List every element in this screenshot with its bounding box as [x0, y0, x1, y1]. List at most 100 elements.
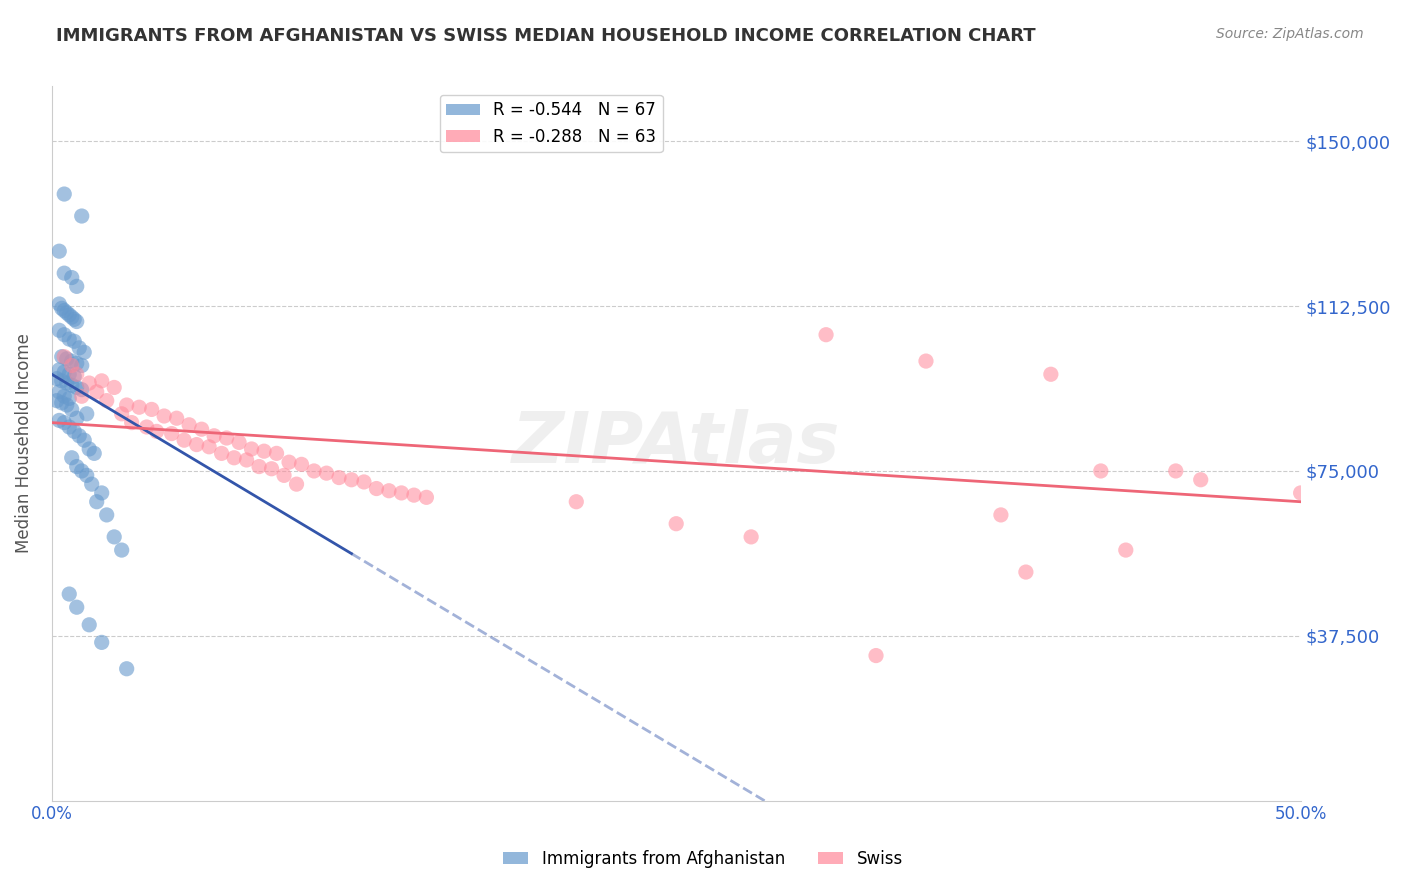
Point	[45, 372, 67, 386]
Point	[66, 368, 89, 382]
Point	[145, 425, 167, 439]
Point	[990, 508, 1012, 522]
Point	[45, 393, 67, 408]
Point	[48, 297, 70, 311]
Point	[266, 446, 288, 460]
Point	[173, 433, 195, 447]
Point	[415, 491, 437, 505]
Point	[391, 486, 413, 500]
Point	[315, 466, 337, 480]
Point	[340, 473, 363, 487]
Point	[48, 384, 70, 399]
Text: IMMIGRANTS FROM AFGHANISTAN VS SWISS MEDIAN HOUSEHOLD INCOME CORRELATION CHART: IMMIGRANTS FROM AFGHANISTAN VS SWISS MED…	[56, 27, 1036, 45]
Point	[58, 368, 80, 382]
Point	[186, 437, 208, 451]
Point	[111, 407, 134, 421]
Point	[66, 356, 89, 370]
Point	[141, 402, 163, 417]
Point	[96, 393, 118, 408]
Point	[58, 332, 80, 346]
Point	[665, 516, 688, 531]
Point	[53, 416, 76, 430]
Point	[67, 429, 90, 443]
Point	[179, 417, 201, 432]
Point	[76, 468, 98, 483]
Point	[211, 446, 233, 460]
Point	[90, 486, 112, 500]
Point	[63, 369, 86, 384]
Point	[48, 244, 70, 259]
Point	[103, 380, 125, 394]
Legend: R = -0.544   N = 67, R = -0.288   N = 63: R = -0.544 N = 67, R = -0.288 N = 63	[440, 95, 662, 153]
Point	[48, 363, 70, 377]
Point	[202, 429, 225, 443]
Point	[198, 440, 221, 454]
Point	[73, 433, 96, 447]
Point	[76, 407, 98, 421]
Point	[60, 450, 83, 465]
Point	[53, 327, 76, 342]
Point	[48, 323, 70, 337]
Point	[53, 350, 76, 364]
Point	[53, 303, 76, 318]
Point	[160, 426, 183, 441]
Point	[63, 334, 86, 349]
Point	[115, 398, 138, 412]
Point	[66, 314, 89, 328]
Point	[565, 494, 588, 508]
Point	[58, 420, 80, 434]
Point	[90, 374, 112, 388]
Point	[290, 458, 312, 472]
Point	[63, 425, 86, 439]
Point	[66, 459, 89, 474]
Point	[260, 462, 283, 476]
Point	[190, 422, 212, 436]
Point	[121, 416, 143, 430]
Point	[77, 617, 100, 632]
Point	[58, 308, 80, 322]
Point	[80, 477, 103, 491]
Point	[222, 450, 245, 465]
Point	[77, 376, 100, 390]
Point	[51, 374, 73, 388]
Point	[235, 453, 257, 467]
Point	[111, 543, 134, 558]
Point	[66, 600, 89, 615]
Point	[60, 270, 83, 285]
Point	[53, 266, 76, 280]
Point	[55, 376, 77, 390]
Point	[253, 444, 276, 458]
Point	[740, 530, 762, 544]
Point	[247, 459, 270, 474]
Y-axis label: Median Household Income: Median Household Income	[15, 334, 32, 553]
Point	[128, 401, 150, 415]
Point	[915, 354, 938, 368]
Point	[228, 435, 250, 450]
Point	[378, 483, 401, 498]
Point	[240, 442, 263, 456]
Point	[55, 351, 77, 366]
Point	[73, 345, 96, 359]
Point	[96, 508, 118, 522]
Point	[66, 380, 89, 394]
Point	[1015, 565, 1038, 579]
Point	[86, 384, 108, 399]
Point	[90, 635, 112, 649]
Point	[1039, 368, 1062, 382]
Point	[135, 420, 157, 434]
Point	[53, 389, 76, 403]
Point	[815, 327, 838, 342]
Point	[278, 455, 301, 469]
Point	[70, 209, 93, 223]
Point	[63, 312, 86, 326]
Point	[58, 587, 80, 601]
Point	[53, 187, 76, 202]
Point	[1115, 543, 1137, 558]
Point	[166, 411, 188, 425]
Point	[366, 482, 388, 496]
Point	[865, 648, 887, 663]
Point	[58, 392, 80, 406]
Point	[60, 310, 83, 325]
Point	[55, 398, 77, 412]
Point	[55, 306, 77, 320]
